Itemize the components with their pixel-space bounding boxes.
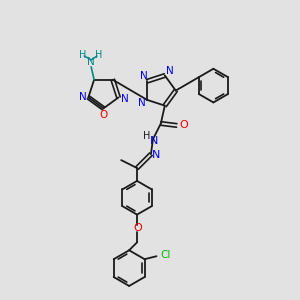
Text: H: H [95, 50, 103, 60]
Text: O: O [134, 224, 142, 233]
Text: N: N [140, 71, 148, 81]
Text: N: N [121, 94, 128, 104]
Text: O: O [99, 110, 108, 120]
Text: O: O [179, 120, 188, 130]
Text: H: H [143, 131, 151, 141]
Text: Cl: Cl [160, 250, 171, 260]
Text: H: H [79, 50, 86, 60]
Text: N: N [138, 98, 146, 108]
Text: N: N [166, 65, 174, 76]
Text: N: N [79, 92, 86, 102]
Text: N: N [87, 57, 95, 67]
Text: N: N [152, 150, 160, 160]
Text: N: N [150, 136, 158, 146]
